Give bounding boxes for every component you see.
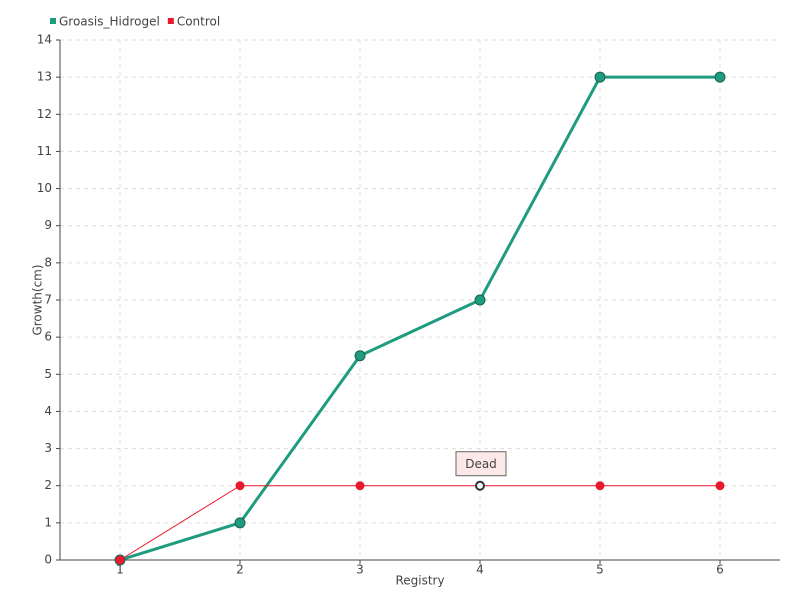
x-axis-label: Registry	[395, 574, 444, 588]
x-tick-label: 6	[716, 563, 724, 577]
y-axis-label: Growth(cm)	[31, 264, 45, 335]
legend-swatch	[167, 18, 174, 24]
annotation-box	[455, 451, 507, 477]
y-tick-label: 6	[44, 330, 52, 344]
annotation-text: Dead	[465, 457, 497, 471]
y-tick-label: 8	[44, 255, 52, 269]
point	[355, 481, 365, 491]
y-tick-label: 0	[44, 553, 52, 567]
y-tick-label: 12	[37, 107, 52, 121]
series-line	[119, 485, 720, 561]
y-tick-label: 4	[44, 404, 52, 418]
legend-label: Control	[177, 15, 220, 29]
point	[714, 71, 726, 83]
point	[234, 517, 246, 529]
y-tick-label: 14	[37, 33, 52, 47]
series-line	[119, 75, 720, 562]
y-tick-label: 5	[44, 367, 52, 381]
point	[595, 481, 605, 491]
point	[594, 71, 606, 83]
y-tick-label: 7	[44, 293, 52, 307]
point	[354, 350, 366, 362]
y-tick-label: 11	[37, 144, 52, 158]
y-tick-label: 9	[44, 218, 52, 232]
point	[235, 481, 245, 491]
legend-label: Groasis_Hidrogel	[59, 15, 160, 29]
x-tick-label: 2	[236, 563, 244, 577]
point	[115, 555, 125, 565]
y-tick-label: 3	[44, 441, 52, 455]
point	[715, 481, 725, 491]
legend-swatch	[50, 18, 56, 24]
x-tick-label: 5	[596, 563, 604, 577]
y-tick-label: 1	[44, 515, 52, 529]
x-tick-label: 1	[116, 563, 124, 577]
y-tick-label: 2	[44, 478, 52, 492]
y-tick-label: 13	[37, 70, 52, 84]
point	[475, 480, 485, 491]
x-tick-label: 4	[476, 563, 484, 577]
x-tick-label: 3	[356, 563, 364, 577]
y-tick-label: 10	[37, 181, 52, 195]
point	[474, 294, 486, 306]
